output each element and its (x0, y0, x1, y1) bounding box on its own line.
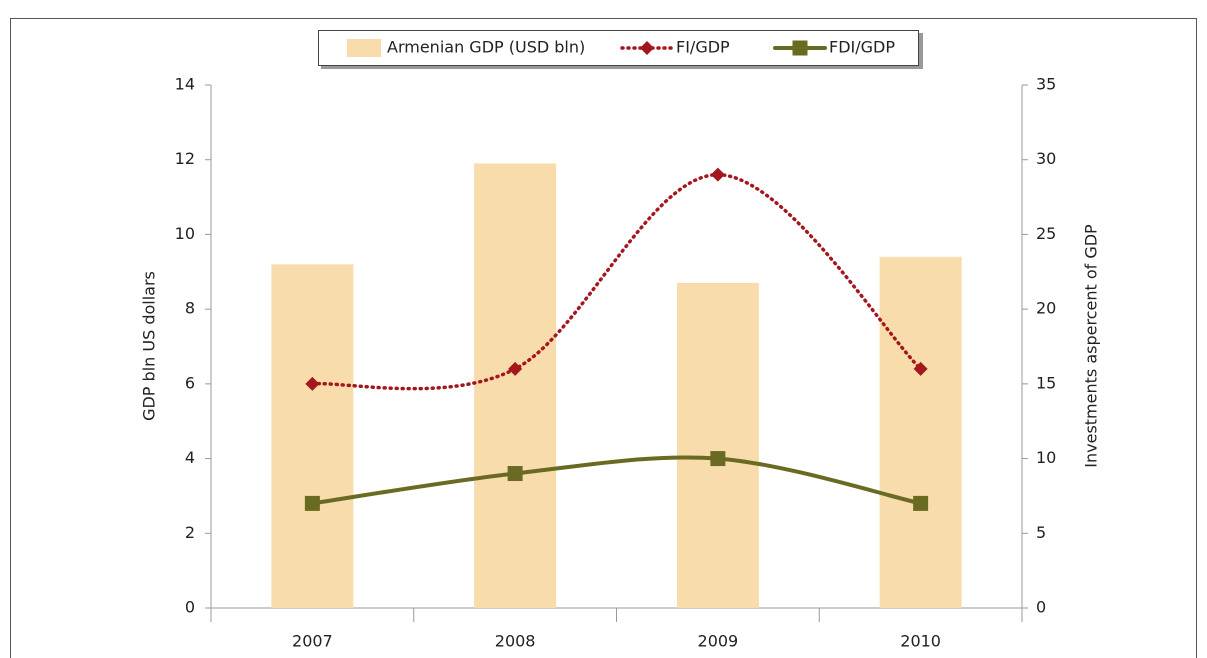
x-tick-label: 2010 (900, 632, 941, 651)
legend-marker (792, 40, 808, 56)
legend-label: FDI/GDP (829, 38, 895, 57)
x-tick-label: 2009 (698, 632, 739, 651)
legend-swatch (347, 39, 381, 57)
point (710, 167, 725, 182)
legend-label: Armenian GDP (USD bln) (387, 38, 585, 57)
chart-frame (10, 18, 1197, 658)
y-axis-label: GDP bln US dollars (140, 271, 159, 421)
bar (676, 282, 759, 608)
bar (879, 256, 962, 608)
y-tick-label: 2 (185, 523, 195, 542)
y-tick-label: 12 (175, 149, 195, 168)
y2-tick-label: 25 (1036, 224, 1056, 243)
line (310, 172, 923, 391)
y2-tick-label: 10 (1036, 448, 1056, 467)
bar (271, 264, 354, 608)
y-tick-label: 14 (175, 75, 195, 94)
y-tick-label: 0 (185, 598, 195, 617)
point (304, 495, 320, 511)
point (710, 451, 726, 467)
x-tick-label: 2007 (292, 632, 333, 651)
point (305, 376, 320, 391)
bar (474, 163, 557, 608)
y2-tick-label: 30 (1036, 149, 1056, 168)
legend-marker (640, 41, 654, 55)
y2-tick-label: 0 (1036, 598, 1046, 617)
line (310, 455, 923, 506)
y-tick-label: 10 (175, 224, 195, 243)
y2-tick-label: 15 (1036, 373, 1056, 392)
legend-label: FI/GDP (676, 38, 730, 57)
point (913, 495, 929, 511)
y2-tick-label: 35 (1036, 75, 1056, 94)
y-tick-label: 6 (185, 373, 195, 392)
x-tick-label: 2008 (495, 632, 536, 651)
point (507, 466, 523, 482)
point (913, 361, 928, 376)
point (508, 361, 523, 376)
y2-axis-label: Investments aspercent of GDP (1082, 224, 1101, 468)
y-tick-label: 8 (185, 299, 195, 318)
y-tick-label: 4 (185, 448, 195, 467)
y2-tick-label: 5 (1036, 523, 1046, 542)
y2-tick-label: 20 (1036, 299, 1056, 318)
